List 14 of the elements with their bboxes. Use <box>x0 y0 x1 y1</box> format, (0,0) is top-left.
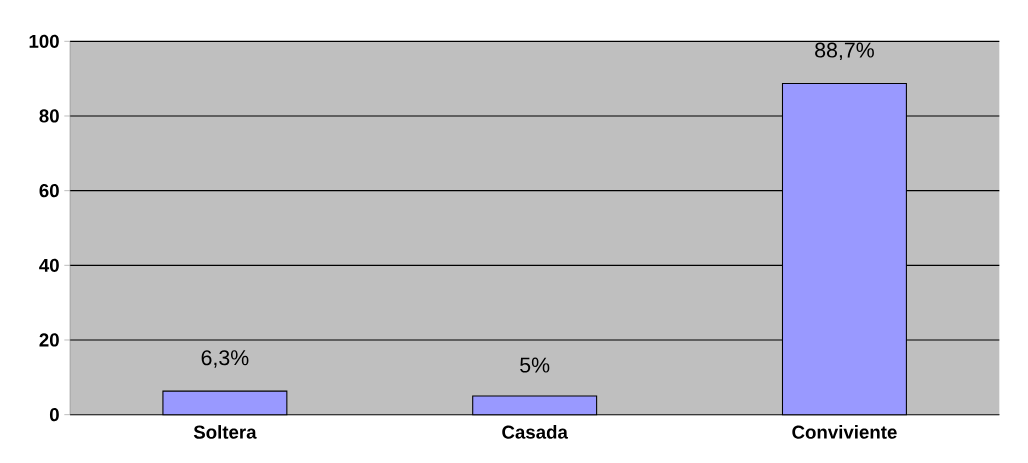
y-tick-label: 60 <box>39 184 59 198</box>
x-tick-label: Conviviente <box>792 425 897 439</box>
bar <box>162 390 288 416</box>
data-label: 88,7% <box>815 42 874 61</box>
y-tick-label: 40 <box>39 258 59 273</box>
y-tick-label: 100 <box>29 34 59 49</box>
data-label: 5% <box>520 357 550 373</box>
data-label: 6,3% <box>201 350 249 368</box>
y-tick-label: 20 <box>39 333 59 347</box>
y-tick-label: 0 <box>49 408 59 422</box>
bar <box>472 395 598 416</box>
y-tick-label: 80 <box>39 109 59 123</box>
x-tick-label: Soltera <box>193 425 257 439</box>
x-tick-label: Casada <box>502 425 568 439</box>
